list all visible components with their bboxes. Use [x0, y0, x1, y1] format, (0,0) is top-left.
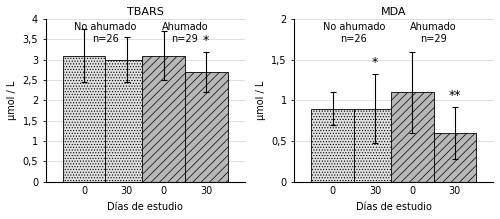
Text: No ahumado
n=26: No ahumado n=26 — [74, 22, 136, 44]
Bar — [391, 92, 434, 182]
Y-axis label: μmol / L: μmol / L — [256, 81, 266, 120]
Bar — [354, 108, 397, 182]
Bar — [63, 56, 106, 182]
Bar — [142, 56, 185, 182]
Y-axis label: μmol / L: μmol / L — [7, 81, 17, 120]
Title: TBARS: TBARS — [126, 7, 164, 17]
Bar — [185, 72, 228, 182]
Text: **: ** — [448, 89, 461, 102]
X-axis label: Días de estudio: Días de estudio — [107, 202, 183, 212]
X-axis label: Días de estudio: Días de estudio — [356, 202, 432, 212]
Title: MDA: MDA — [381, 7, 406, 17]
Text: No ahumado
n=26: No ahumado n=26 — [322, 22, 385, 44]
Text: Ahumado
n=29: Ahumado n=29 — [410, 22, 457, 44]
Text: *: * — [372, 57, 378, 69]
Bar — [106, 60, 148, 182]
Bar — [434, 133, 476, 182]
Text: Ahumado
n=29: Ahumado n=29 — [162, 22, 208, 44]
Bar — [312, 108, 354, 182]
Text: *: * — [203, 34, 209, 47]
